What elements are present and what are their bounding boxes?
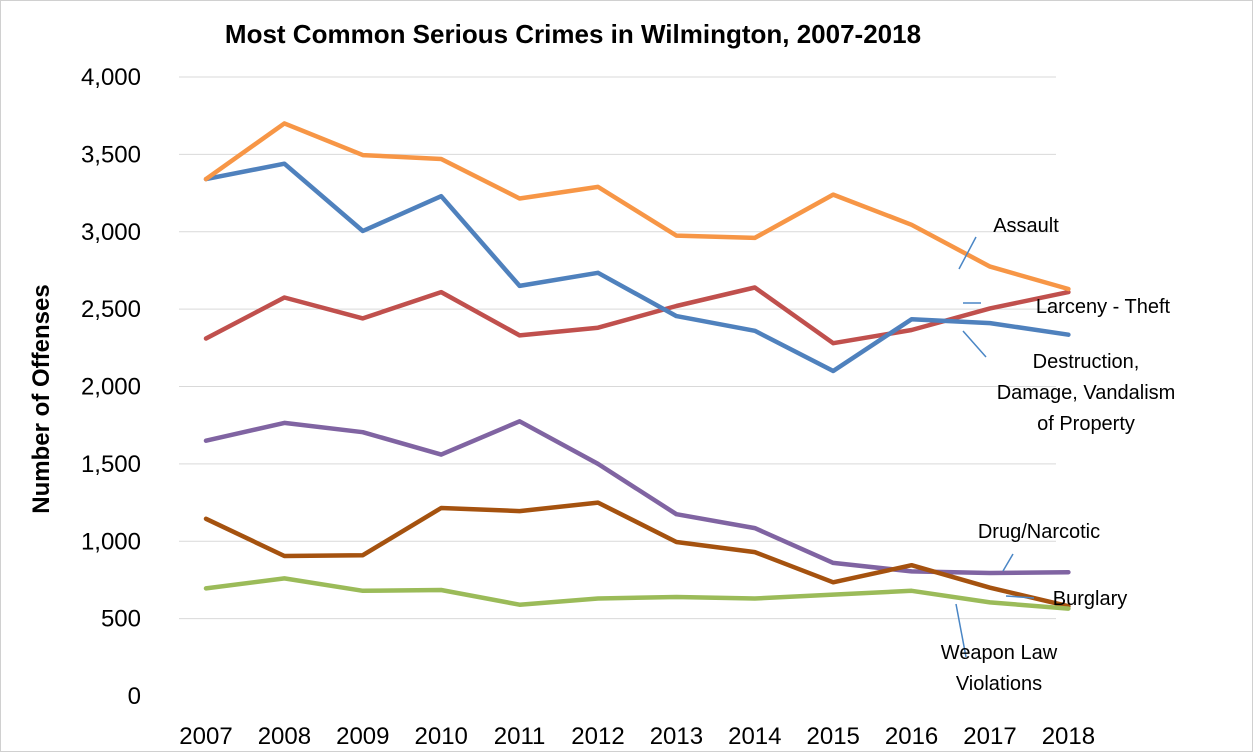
series-labels: Assault Larceny - Theft Destruction, Damage… [941, 215, 1176, 695]
series-line [203, 121, 1071, 292]
series-line [203, 285, 1071, 346]
x-tick-label: 2017 [963, 723, 1016, 750]
x-tick-label: 2015 [807, 723, 860, 750]
y-tick-label: 2,500 [81, 296, 141, 323]
label-destruction: Destruction, [1033, 351, 1140, 373]
x-axis-ticks: 2007 2008 2009 2010 2011 2012 2013 2014 2015 2016… [179, 723, 1095, 750]
label-leader [962, 330, 987, 358]
x-tick-label: 2013 [650, 723, 703, 750]
y-tick-label: 4,000 [81, 64, 141, 91]
x-tick-label: 2009 [336, 723, 389, 750]
x-tick-label: 2012 [571, 723, 624, 750]
label-leader [1005, 595, 1035, 599]
x-tick-label: 2011 [494, 723, 546, 750]
x-tick-label: 2010 [415, 723, 468, 750]
series-line [203, 161, 1071, 374]
label-destruction: Damage, Vandalism [997, 382, 1176, 404]
y-axis-label: Number of Offenses [28, 284, 55, 513]
y-tick-label: 3,000 [81, 219, 141, 246]
series-line [203, 576, 1071, 611]
y-tick-label: 3,500 [81, 141, 141, 168]
label-destruction: of Property [1037, 413, 1135, 435]
y-tick-label: 2,000 [81, 374, 141, 401]
y-tick-label: 0 [128, 683, 141, 710]
label-leaders [955, 236, 1035, 658]
label-weapon-law: Violations [956, 673, 1042, 695]
label-assault: Assault [993, 215, 1059, 237]
series-line [203, 500, 1071, 609]
gridlines [179, 76, 1056, 620]
label-burglary: Burglary [1053, 588, 1127, 610]
label-leader [958, 236, 977, 270]
y-tick-label: 500 [101, 606, 141, 633]
x-tick-label: 2007 [179, 723, 232, 750]
series-line [203, 419, 1071, 576]
chart-title: Most Common Serious Crimes in Wilmington… [225, 19, 921, 49]
y-tick-label: 1,500 [81, 451, 141, 478]
label-drug-narcotic: Drug/Narcotic [978, 521, 1100, 543]
label-leader [1002, 553, 1014, 572]
label-leader [955, 603, 967, 658]
x-tick-label: 2016 [885, 723, 938, 750]
label-larceny-theft: Larceny - Theft [1036, 296, 1171, 318]
y-tick-label: 1,000 [81, 528, 141, 555]
y-axis-ticks: 0 500 1,000 1,500 2,000 2,500 3,000 3,500 4,000 [81, 64, 141, 710]
label-weapon-law: Weapon Law [941, 642, 1058, 664]
x-tick-label: 2018 [1042, 723, 1095, 750]
x-tick-label: 2008 [258, 723, 311, 750]
series-lines [203, 121, 1071, 611]
x-tick-label: 2014 [728, 723, 781, 750]
